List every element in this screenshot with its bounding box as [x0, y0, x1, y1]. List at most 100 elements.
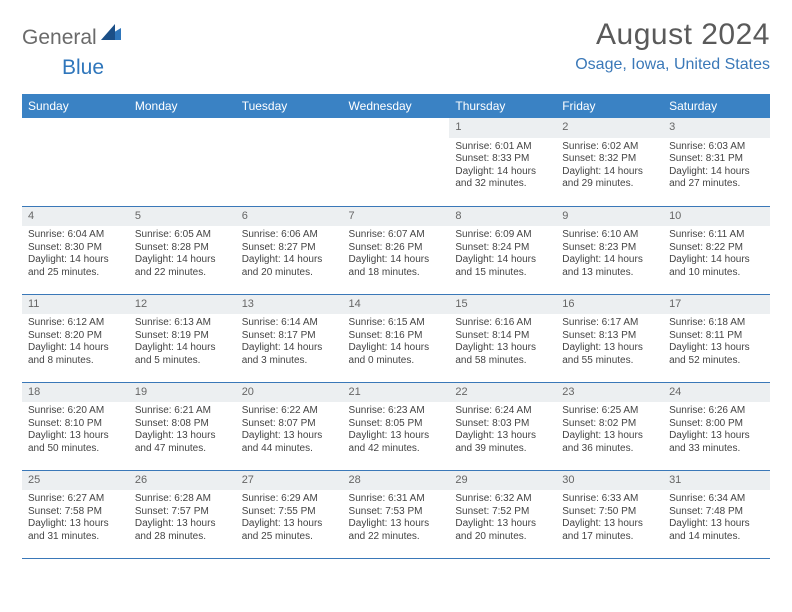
sunset-text: Sunset: 8:31 PM: [669, 153, 764, 166]
daylight-text: Daylight: 13 hours: [135, 518, 230, 531]
logo-mark-icon: [101, 24, 121, 45]
sunset-text: Sunset: 8:14 PM: [455, 330, 550, 343]
day-content: Sunrise: 6:06 AMSunset: 8:27 PMDaylight:…: [236, 226, 343, 283]
sunrise-text: Sunrise: 6:21 AM: [135, 405, 230, 418]
daylight-text: and 28 minutes.: [135, 531, 230, 544]
sunset-text: Sunset: 8:23 PM: [562, 242, 657, 255]
sunrise-text: Sunrise: 6:01 AM: [455, 141, 550, 154]
calendar-row: 18Sunrise: 6:20 AMSunset: 8:10 PMDayligh…: [22, 382, 770, 470]
day-content: Sunrise: 6:33 AMSunset: 7:50 PMDaylight:…: [556, 490, 663, 547]
day-number: 8: [449, 207, 556, 227]
calendar-cell: 6Sunrise: 6:06 AMSunset: 8:27 PMDaylight…: [236, 206, 343, 294]
sunrise-text: Sunrise: 6:20 AM: [28, 405, 123, 418]
day-content: Sunrise: 6:23 AMSunset: 8:05 PMDaylight:…: [343, 402, 450, 459]
sunset-text: Sunset: 8:30 PM: [28, 242, 123, 255]
day-content: Sunrise: 6:18 AMSunset: 8:11 PMDaylight:…: [663, 314, 770, 371]
daylight-text: Daylight: 14 hours: [242, 254, 337, 267]
sunset-text: Sunset: 8:19 PM: [135, 330, 230, 343]
day-content: Sunrise: 6:01 AMSunset: 8:33 PMDaylight:…: [449, 138, 556, 195]
daylight-text: Daylight: 13 hours: [455, 342, 550, 355]
sunrise-text: Sunrise: 6:24 AM: [455, 405, 550, 418]
calendar-cell: 15Sunrise: 6:16 AMSunset: 8:14 PMDayligh…: [449, 294, 556, 382]
daylight-text: Daylight: 13 hours: [28, 430, 123, 443]
calendar-cell: 31Sunrise: 6:34 AMSunset: 7:48 PMDayligh…: [663, 470, 770, 558]
daylight-text: Daylight: 13 hours: [349, 430, 444, 443]
daylight-text: Daylight: 14 hours: [135, 342, 230, 355]
day-content: Sunrise: 6:16 AMSunset: 8:14 PMDaylight:…: [449, 314, 556, 371]
day-number: 26: [129, 471, 236, 491]
sunrise-text: Sunrise: 6:12 AM: [28, 317, 123, 330]
daylight-text: and 27 minutes.: [669, 178, 764, 191]
sunset-text: Sunset: 7:55 PM: [242, 506, 337, 519]
sunset-text: Sunset: 8:10 PM: [28, 418, 123, 431]
day-content: Sunrise: 6:12 AMSunset: 8:20 PMDaylight:…: [22, 314, 129, 371]
daylight-text: and 22 minutes.: [135, 267, 230, 280]
sunrise-text: Sunrise: 6:34 AM: [669, 493, 764, 506]
day-number: 28: [343, 471, 450, 491]
calendar-cell: 8Sunrise: 6:09 AMSunset: 8:24 PMDaylight…: [449, 206, 556, 294]
day-number: 2: [556, 118, 663, 138]
daylight-text: Daylight: 13 hours: [669, 430, 764, 443]
daylight-text: Daylight: 14 hours: [135, 254, 230, 267]
daylight-text: and 13 minutes.: [562, 267, 657, 280]
sunrise-text: Sunrise: 6:04 AM: [28, 229, 123, 242]
col-monday: Monday: [129, 94, 236, 118]
day-content: Sunrise: 6:10 AMSunset: 8:23 PMDaylight:…: [556, 226, 663, 283]
sunrise-text: Sunrise: 6:06 AM: [242, 229, 337, 242]
sunrise-text: Sunrise: 6:14 AM: [242, 317, 337, 330]
daylight-text: and 22 minutes.: [349, 531, 444, 544]
day-content: Sunrise: 6:14 AMSunset: 8:17 PMDaylight:…: [236, 314, 343, 371]
daylight-text: Daylight: 14 hours: [669, 254, 764, 267]
daylight-text: Daylight: 13 hours: [455, 518, 550, 531]
day-content: Sunrise: 6:26 AMSunset: 8:00 PMDaylight:…: [663, 402, 770, 459]
logo-text-blue: Blue: [62, 56, 104, 80]
day-number: 6: [236, 207, 343, 227]
daylight-text: Daylight: 14 hours: [349, 254, 444, 267]
location-text: Osage, Iowa, United States: [575, 56, 770, 74]
calendar-cell: 25Sunrise: 6:27 AMSunset: 7:58 PMDayligh…: [22, 470, 129, 558]
daylight-text: and 33 minutes.: [669, 443, 764, 456]
sunrise-text: Sunrise: 6:25 AM: [562, 405, 657, 418]
calendar-row: 4 Sunrise: 6:04 AMSunset: 8:30 PM Daylight…: [22, 206, 770, 294]
calendar-cell: 22Sunrise: 6:24 AMSunset: 8:03 PMDayligh…: [449, 382, 556, 470]
calendar-cell: 30Sunrise: 6:33 AMSunset: 7:50 PMDayligh…: [556, 470, 663, 558]
daylight-text: and 25 minutes.: [242, 531, 337, 544]
col-friday: Friday: [556, 94, 663, 118]
sunset-text: Sunset: 8:03 PM: [455, 418, 550, 431]
daylight-text: Daylight: 14 hours: [669, 166, 764, 179]
sunrise-text: Sunrise: 6:11 AM: [669, 229, 764, 242]
sunset-text: Sunset: 7:50 PM: [562, 506, 657, 519]
calendar-body: 1Sunrise: 6:01 AMSunset: 8:33 PMDaylight…: [22, 118, 770, 558]
daylight-text: Daylight: 14 hours: [455, 254, 550, 267]
calendar-cell: 10Sunrise: 6:11 AMSunset: 8:22 PMDayligh…: [663, 206, 770, 294]
sunrise-text: Sunrise: 6:31 AM: [349, 493, 444, 506]
calendar-cell: [22, 118, 129, 206]
daylight-text: and 55 minutes.: [562, 355, 657, 368]
sunrise-text: Sunrise: 6:28 AM: [135, 493, 230, 506]
daylight-text: Daylight: 13 hours: [135, 430, 230, 443]
sunrise-text: Sunrise: 6:33 AM: [562, 493, 657, 506]
day-content: Sunrise: 6:20 AMSunset: 8:10 PMDaylight:…: [22, 402, 129, 459]
calendar-cell: 26 Sunrise: 6:28 AMSunset: 7:57 PMDayligh…: [129, 470, 236, 558]
calendar-cell: 4Sunrise: 6:04 AMSunset: 8:30 PMDaylight…: [22, 206, 129, 294]
day-number: 25: [22, 471, 129, 491]
day-number: 9: [556, 207, 663, 227]
calendar-cell: 18Sunrise: 6:20 AMSunset: 8:10 PMDayligh…: [22, 382, 129, 470]
day-number: 4: [22, 207, 129, 227]
sunset-text: Sunset: 7:57 PM: [135, 506, 230, 519]
daylight-text: Daylight: 13 hours: [562, 430, 657, 443]
daylight-text: and 36 minutes.: [562, 443, 657, 456]
daylight-text: Daylight: 13 hours: [562, 518, 657, 531]
sunrise-text: Sunrise: 6:26 AM: [669, 405, 764, 418]
calendar-cell: 16Sunrise: 6:17 AMSunset: 8:13 PMDayligh…: [556, 294, 663, 382]
calendar-cell: [129, 118, 236, 206]
day-number: 11: [22, 295, 129, 315]
daylight-text: and 15 minutes.: [455, 267, 550, 280]
day-content: Sunrise: 6:07 AMSunset: 8:26 PMDaylight:…: [343, 226, 450, 283]
daylight-text: Daylight: 13 hours: [669, 342, 764, 355]
day-content: Sunrise: 6:05 AMSunset: 8:28 PMDaylight:…: [129, 226, 236, 283]
calendar-cell: 5Sunrise: 6:05 AMSunset: 8:28 PMDaylight…: [129, 206, 236, 294]
daylight-text: Daylight: 13 hours: [562, 342, 657, 355]
sunset-text: Sunset: 8:24 PM: [455, 242, 550, 255]
day-number: 19: [129, 383, 236, 403]
